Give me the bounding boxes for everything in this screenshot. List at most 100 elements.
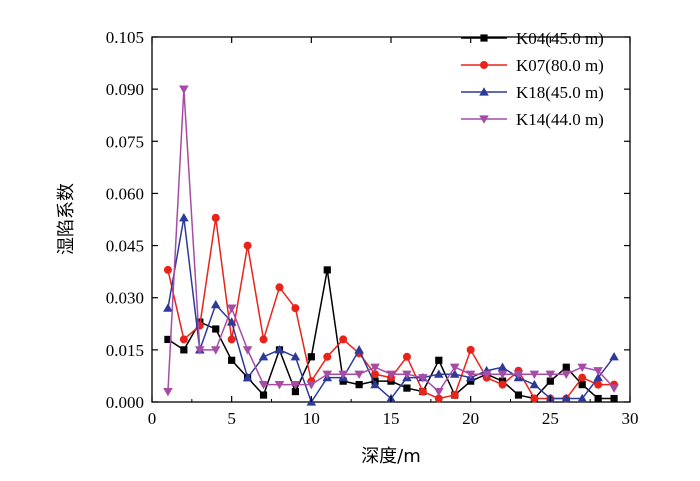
- data-point-circle: [530, 394, 539, 403]
- x-tick-label: 15: [383, 409, 400, 428]
- legend: K04(45.0 m) K07(80.0 m) K18(45.0 m) K14(44.…: [461, 29, 604, 129]
- data-point-triangle-up: [497, 362, 508, 371]
- data-point-circle: [179, 335, 188, 344]
- data-point-square: [323, 266, 331, 274]
- y-tick-label: 0.060: [106, 184, 144, 203]
- data-point-triangle-up: [529, 379, 540, 389]
- data-point-triangle-down: [322, 370, 333, 379]
- data-point-triangle-down: [479, 115, 489, 124]
- x-tick-label: 0: [148, 409, 157, 428]
- data-point-triangle-down: [481, 370, 492, 379]
- data-point-triangle-down: [210, 346, 221, 355]
- y-tick-label: 0.075: [106, 132, 144, 151]
- data-point-square: [259, 391, 268, 399]
- data-point-circle: [466, 345, 475, 354]
- data-point-triangle-down: [593, 367, 603, 376]
- data-point-circle: [291, 304, 300, 313]
- data-point-triangle-down: [497, 370, 508, 379]
- data-point-square: [164, 335, 172, 344]
- data-point-square: [212, 325, 220, 333]
- data-point-triangle-down: [513, 370, 524, 379]
- axis-layer: 0 5 10 15 20 25 30 0.000 0.015 0.030 0.045 0.060 0.0…: [106, 28, 639, 428]
- legend-item: K04(45.0 m): [461, 29, 604, 48]
- y-tick-label: 0.105: [106, 28, 144, 47]
- data-point-triangle-down: [545, 370, 556, 379]
- data-point-triangle-down: [609, 384, 619, 393]
- data-point-triangle-down: [338, 370, 348, 379]
- x-axis-title: 深度/m: [361, 446, 421, 467]
- data-point-circle: [450, 391, 459, 400]
- data-point-square: [291, 387, 299, 396]
- data-point-circle: [275, 283, 284, 292]
- data-point-circle: [211, 213, 220, 222]
- data-point-triangle-up: [210, 299, 221, 309]
- data-point-circle: [323, 352, 332, 361]
- data-point-square: [228, 356, 236, 364]
- data-point-square: [594, 394, 602, 403]
- data-point-circle: [594, 380, 603, 389]
- y-tick-label: 0.045: [106, 237, 144, 256]
- data-point-circle: [402, 352, 411, 361]
- data-point-triangle-up: [561, 393, 572, 403]
- data-point-triangle-up: [577, 393, 587, 403]
- data-point-square: [355, 381, 363, 389]
- data-point-triangle-down: [290, 381, 301, 390]
- data-point-triangle-down: [418, 374, 428, 383]
- x-tick-label: 25: [542, 409, 559, 428]
- data-point-square: [514, 391, 523, 399]
- x-tick-label: 10: [303, 409, 320, 428]
- data-point-triangle-down: [226, 304, 237, 313]
- data-point-triangle-up: [179, 212, 189, 222]
- data-point-circle: [259, 335, 268, 344]
- data-point-square: [562, 363, 570, 371]
- legend-label: K14(44.0 m): [516, 110, 604, 129]
- data-point-triangle-up: [163, 303, 173, 312]
- data-point-triangle-down: [370, 363, 380, 373]
- data-point-triangle-down: [354, 370, 364, 379]
- data-point-square: [403, 384, 411, 392]
- data-point-triangle-up: [609, 352, 619, 361]
- data-point-triangle-down: [242, 346, 253, 355]
- data-point-circle: [578, 373, 587, 382]
- data-point-circle: [498, 380, 507, 389]
- x-tick-label: 30: [622, 409, 639, 428]
- series-line: [167, 88, 615, 393]
- data-point-square: [546, 377, 554, 385]
- y-tick-label: 0.015: [106, 341, 144, 360]
- data-point-triangle-down: [465, 370, 476, 379]
- legend-item: K07(80.0 m): [461, 56, 604, 75]
- y-tick-label: 0.090: [106, 80, 144, 99]
- legend-item: K14(44.0 m): [461, 110, 604, 129]
- legend-label: K04(45.0 m): [516, 29, 604, 48]
- data-point-circle: [227, 335, 236, 344]
- data-point-triangle-down: [274, 381, 285, 390]
- data-point-triangle-up: [370, 379, 380, 389]
- series-4: [163, 85, 619, 397]
- data-point-triangle-down: [258, 381, 269, 390]
- data-point-square: [180, 346, 188, 354]
- data-point-square: [307, 353, 315, 361]
- data-point-circle: [243, 241, 252, 250]
- data-point-triangle-up: [354, 345, 364, 354]
- data-point-triangle-down: [163, 387, 173, 397]
- data-point-circle: [418, 387, 427, 396]
- data-point-circle: [339, 335, 348, 344]
- data-point-circle: [163, 265, 172, 274]
- data-point-square: [578, 381, 586, 389]
- data-point-triangle-up: [290, 352, 301, 361]
- data-point-circle: [480, 61, 488, 69]
- data-point-triangle-up: [226, 317, 237, 326]
- x-tick-label: 5: [227, 409, 236, 428]
- legend-item: K18(45.0 m): [461, 83, 604, 102]
- data-point-square: [610, 394, 618, 403]
- y-tick-label: 0.000: [106, 393, 144, 412]
- legend-label: K07(80.0 m): [516, 56, 604, 75]
- data-point-triangle-down: [195, 346, 205, 355]
- data-point-triangle-down: [179, 85, 189, 94]
- data-point-square: [435, 356, 443, 364]
- data-point-circle: [371, 370, 380, 379]
- data-point-triangle-up: [479, 87, 489, 96]
- data-point-triangle-down: [306, 381, 317, 390]
- data-point-triangle-up: [274, 345, 285, 354]
- data-point-triangle-up: [258, 352, 269, 361]
